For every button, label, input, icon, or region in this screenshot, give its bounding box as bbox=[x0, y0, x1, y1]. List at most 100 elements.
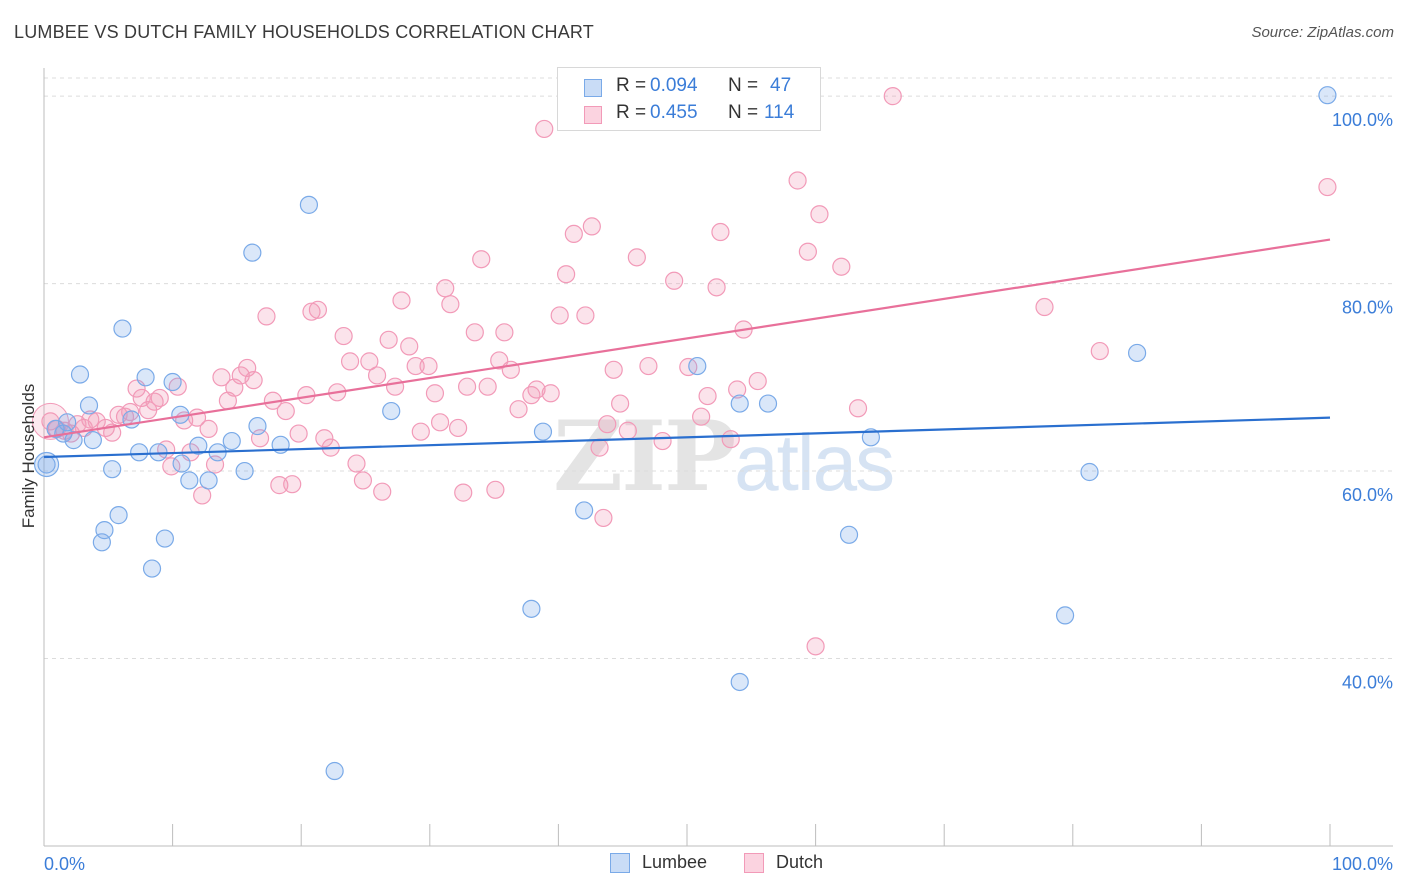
lumbee-point bbox=[64, 431, 83, 450]
lumbee-point-cluster bbox=[33, 451, 60, 478]
lumbee-point bbox=[222, 431, 241, 451]
dutch-point bbox=[564, 224, 583, 244]
trend-layer bbox=[43, 238, 1331, 459]
dutch-point bbox=[806, 637, 825, 656]
lumbee-point bbox=[189, 436, 208, 455]
dutch-point bbox=[618, 421, 637, 440]
lumbee-point bbox=[130, 443, 149, 462]
lumbee-point bbox=[243, 243, 262, 262]
legend-r-value: 0.455 bbox=[650, 102, 698, 123]
dutch-point bbox=[611, 394, 630, 413]
dutch-point bbox=[419, 356, 438, 376]
source-credit: Source: ZipAtlas.com bbox=[1251, 24, 1394, 41]
dutch-point bbox=[472, 250, 491, 269]
lumbee-point bbox=[95, 521, 114, 540]
dutch-point bbox=[788, 171, 807, 190]
dutch-point bbox=[373, 482, 392, 501]
dutch-point bbox=[244, 371, 263, 390]
lumbee-legend-swatch bbox=[610, 853, 630, 873]
dutch-point bbox=[334, 326, 353, 346]
dutch-point bbox=[495, 323, 514, 342]
dutch-point bbox=[212, 368, 231, 387]
lumbee-point bbox=[299, 195, 319, 214]
lumbee-point bbox=[325, 761, 344, 781]
dutch-point bbox=[283, 475, 302, 494]
x-tick-label-max: 100.0% bbox=[1332, 854, 1393, 874]
dutch-point bbox=[400, 337, 419, 356]
dutch-point bbox=[541, 384, 560, 403]
dutch-point bbox=[598, 415, 617, 434]
dutch-point bbox=[257, 307, 276, 326]
lumbee-point bbox=[83, 431, 102, 450]
dutch-point bbox=[810, 205, 829, 224]
dutch-point bbox=[590, 438, 609, 457]
y-tick-label: 80.0% bbox=[1342, 298, 1393, 318]
dutch-point bbox=[728, 380, 747, 399]
lumbee-point bbox=[575, 501, 594, 520]
dutch-point bbox=[392, 291, 411, 310]
dutch-point bbox=[535, 119, 554, 139]
dutch-point bbox=[798, 242, 817, 261]
dutch-point bbox=[302, 302, 321, 321]
dutch-point bbox=[1318, 177, 1337, 197]
dutch-point bbox=[353, 471, 373, 490]
dutch-point bbox=[441, 295, 460, 314]
lumbee-point bbox=[730, 672, 749, 692]
watermark-zip: ZIP bbox=[553, 400, 736, 513]
lumbee-point bbox=[172, 454, 191, 473]
dutch-point bbox=[315, 429, 334, 448]
lumbee-point bbox=[730, 394, 749, 413]
dutch-point bbox=[162, 457, 181, 476]
legend-row-lumbee: R = 0.094 N = 47 bbox=[558, 75, 820, 101]
lumbee-point bbox=[70, 365, 90, 384]
lumbee-point bbox=[1080, 462, 1099, 482]
lumbee-point bbox=[1127, 343, 1147, 363]
lumbee-point bbox=[1318, 86, 1337, 105]
legend-r-value: 0.094 bbox=[650, 75, 698, 96]
lumbee-point bbox=[758, 394, 778, 413]
dutch-point bbox=[604, 360, 623, 379]
legend-n-label: N = bbox=[728, 102, 759, 123]
dutch-point bbox=[711, 222, 730, 242]
legend-row-dutch: R = 0.455 N = 114 bbox=[558, 102, 820, 128]
lumbee-point bbox=[861, 428, 880, 447]
lumbee-point bbox=[688, 356, 707, 376]
dutch-point bbox=[639, 356, 658, 376]
lumbee-point bbox=[1055, 606, 1075, 625]
dutch-point bbox=[121, 402, 140, 422]
lumbee-trend-line bbox=[43, 416, 1331, 459]
lumbee-points-layer bbox=[33, 86, 1337, 781]
dutch-point bbox=[81, 410, 100, 429]
lumbee-point bbox=[248, 416, 267, 436]
legend-n-value: 114 bbox=[764, 102, 795, 123]
dutch-point bbox=[1035, 297, 1054, 317]
x-tick-label-min: 0.0% bbox=[44, 854, 85, 874]
legend-r-label: R = bbox=[616, 75, 647, 96]
axis-layer: 40.0% 60.0% 80.0% 100.0% bbox=[43, 68, 1393, 847]
y-tick-label: 100.0% bbox=[1332, 110, 1393, 130]
dutch-point bbox=[360, 352, 379, 371]
dutch-point bbox=[692, 407, 711, 426]
legend-n-value: 47 bbox=[770, 75, 792, 96]
y-tick-label: 40.0% bbox=[1342, 673, 1393, 693]
dutch-point bbox=[698, 386, 717, 406]
dutch-point bbox=[448, 418, 468, 438]
dutch-point bbox=[150, 388, 169, 408]
dutch-trend-line bbox=[43, 238, 1331, 439]
dutch-point bbox=[289, 424, 308, 443]
dutch-point bbox=[522, 386, 541, 405]
lumbee-point bbox=[79, 396, 99, 415]
lumbee-point bbox=[199, 471, 218, 490]
dutch-point bbox=[406, 356, 425, 376]
lumbee-point bbox=[533, 422, 553, 441]
dutch-legend-label: Dutch bbox=[776, 852, 824, 872]
dutch-point bbox=[199, 419, 218, 438]
dutch-point bbox=[594, 508, 613, 528]
dutch-point bbox=[308, 300, 328, 319]
dutch-point bbox=[576, 306, 595, 325]
dutch-point bbox=[411, 422, 430, 441]
dutch-point bbox=[379, 330, 398, 349]
dutch-point bbox=[270, 476, 289, 495]
dutch-point bbox=[653, 431, 672, 451]
